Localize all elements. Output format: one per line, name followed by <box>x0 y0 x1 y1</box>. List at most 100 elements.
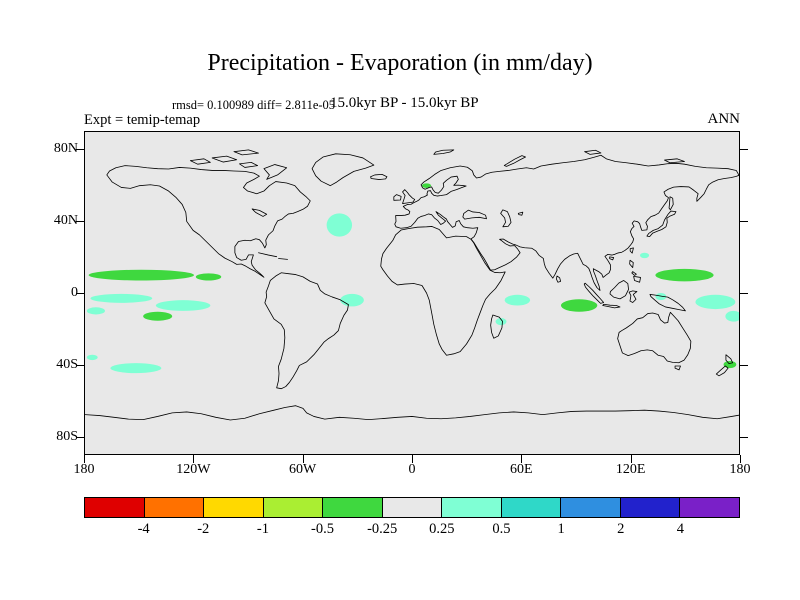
lon-tick-label: 60W <box>289 462 317 477</box>
colorbar-cell <box>680 498 740 517</box>
coastline-cuba <box>258 252 278 258</box>
coastline-baffin-island <box>263 164 288 180</box>
coastline-greenland <box>311 153 375 187</box>
colorbar-cell <box>85 498 145 517</box>
axis-tick <box>412 455 413 463</box>
colorbar-labels: -4 -2 -1 -0.5 -0.25 0.25 0.5 1 2 4 <box>84 521 740 539</box>
coastline-britain <box>402 189 416 204</box>
anomaly-patch <box>90 293 153 303</box>
axis-tick <box>740 437 748 438</box>
lon-tick-label: 120E <box>615 462 646 477</box>
anomaly-patch <box>655 268 714 282</box>
axis-tick <box>521 455 523 463</box>
lat-tick-label: 40S <box>56 357 78 372</box>
world-map <box>85 149 739 421</box>
anomaly-patch <box>326 213 353 237</box>
colorbar-cell <box>144 498 205 517</box>
axis-tick <box>76 293 84 294</box>
coastline-arctic-island <box>233 149 259 156</box>
axis-tick <box>630 455 632 463</box>
coastline-java <box>602 303 621 309</box>
axis-tick <box>740 221 748 222</box>
colorbar-cell <box>263 498 324 517</box>
coastline-sumatra <box>583 282 605 304</box>
colorbar-tick-label: -4 <box>137 521 150 537</box>
longitude-axis: 180 120W 60W 0 60E 120E 180 <box>74 462 751 480</box>
coastline-hispaniola <box>278 258 288 260</box>
anomaly-patch <box>639 252 650 259</box>
plot-title: Precipitation - Evaporation (in mm/day) <box>207 50 593 76</box>
axis-tick <box>302 455 304 463</box>
coastline-arctic-island <box>664 158 685 164</box>
anomaly-patch <box>725 310 739 322</box>
coastline-iceland <box>370 173 388 180</box>
coastline-antarctica <box>85 405 739 421</box>
coastline-arctic-island <box>584 149 602 155</box>
coastline-eurasia <box>394 154 739 291</box>
lon-tick-label: 0 <box>408 462 416 477</box>
anomaly-patch <box>86 307 105 315</box>
coastline-new-zealand-south <box>715 365 729 377</box>
anomaly-patch <box>155 300 211 311</box>
colorbar-tick-label: 1 <box>557 521 565 537</box>
anomaly-patch <box>340 293 364 307</box>
caspian-sea-outline <box>500 209 512 228</box>
lon-tick-label: 60E <box>510 462 533 477</box>
coastline-sri-lanka <box>556 275 562 283</box>
lat-tick-label: 80S <box>56 429 78 444</box>
axis-tick <box>740 293 748 294</box>
coastline-south-america <box>264 272 349 390</box>
anomaly-patch <box>421 183 432 188</box>
coastline-north-america <box>106 165 311 278</box>
axis-tick <box>740 365 748 366</box>
coastline-philippines <box>631 271 637 276</box>
anomaly-patch <box>655 293 667 301</box>
anomaly-patch <box>143 311 173 321</box>
lat-tick-label: 40N <box>53 213 78 228</box>
colorbar-cell <box>204 498 264 517</box>
anomaly-patches-layer <box>86 183 739 374</box>
colorbar-cell <box>620 498 681 517</box>
coastline-sakhalin <box>668 196 674 211</box>
anomaly-patch <box>495 318 507 326</box>
coastline-luzon <box>629 259 634 269</box>
black-sea-outline <box>462 209 487 220</box>
colorbar-tick-label: 2 <box>617 521 625 537</box>
anomaly-patch <box>88 269 194 281</box>
coastline-sulawesi <box>628 290 638 303</box>
colorbar-cell <box>501 498 562 517</box>
anomaly-patch <box>86 354 98 361</box>
lat-tick-label: 80N <box>53 141 78 156</box>
axis-tick <box>76 221 84 222</box>
colorbar-cell <box>442 498 502 517</box>
anomaly-patch <box>110 363 162 374</box>
axis-tick <box>84 455 85 463</box>
coastline-arctic-island <box>239 162 258 168</box>
coastline-novaya-zemlya <box>503 155 526 167</box>
colorbar-tick-label: -0.25 <box>367 521 398 537</box>
coastline-africa <box>380 226 506 356</box>
coastline-madagascar <box>490 314 503 339</box>
axis-tick <box>740 149 748 150</box>
anomaly-patch <box>504 294 531 306</box>
season-label: ANN <box>707 111 741 127</box>
map-frame <box>84 131 740 455</box>
anomaly-patch <box>723 360 737 369</box>
coastline-tasmania <box>674 365 681 371</box>
coastline-japan <box>646 210 677 238</box>
stats-line: rmsd= 0.100989 diff= 2.811e-05 <box>172 98 336 112</box>
colorbar-tick-label: 0.5 <box>492 521 511 537</box>
coastline-mindanao <box>633 275 641 283</box>
coastline-svalbard <box>433 149 455 155</box>
great-lakes-outline <box>251 208 268 217</box>
colorbar-cell <box>561 498 621 517</box>
coastline-arctic-island <box>211 155 238 163</box>
coastline-borneo <box>609 280 629 300</box>
colorbar-tick-label: 0.25 <box>429 521 455 537</box>
axis-tick <box>193 455 195 463</box>
period-label: 15.0kyr BP - 15.0kyr BP <box>330 95 479 111</box>
coastline-taiwan <box>629 247 634 254</box>
coastline-new-zealand-north <box>725 354 734 365</box>
colorbar <box>84 497 740 518</box>
